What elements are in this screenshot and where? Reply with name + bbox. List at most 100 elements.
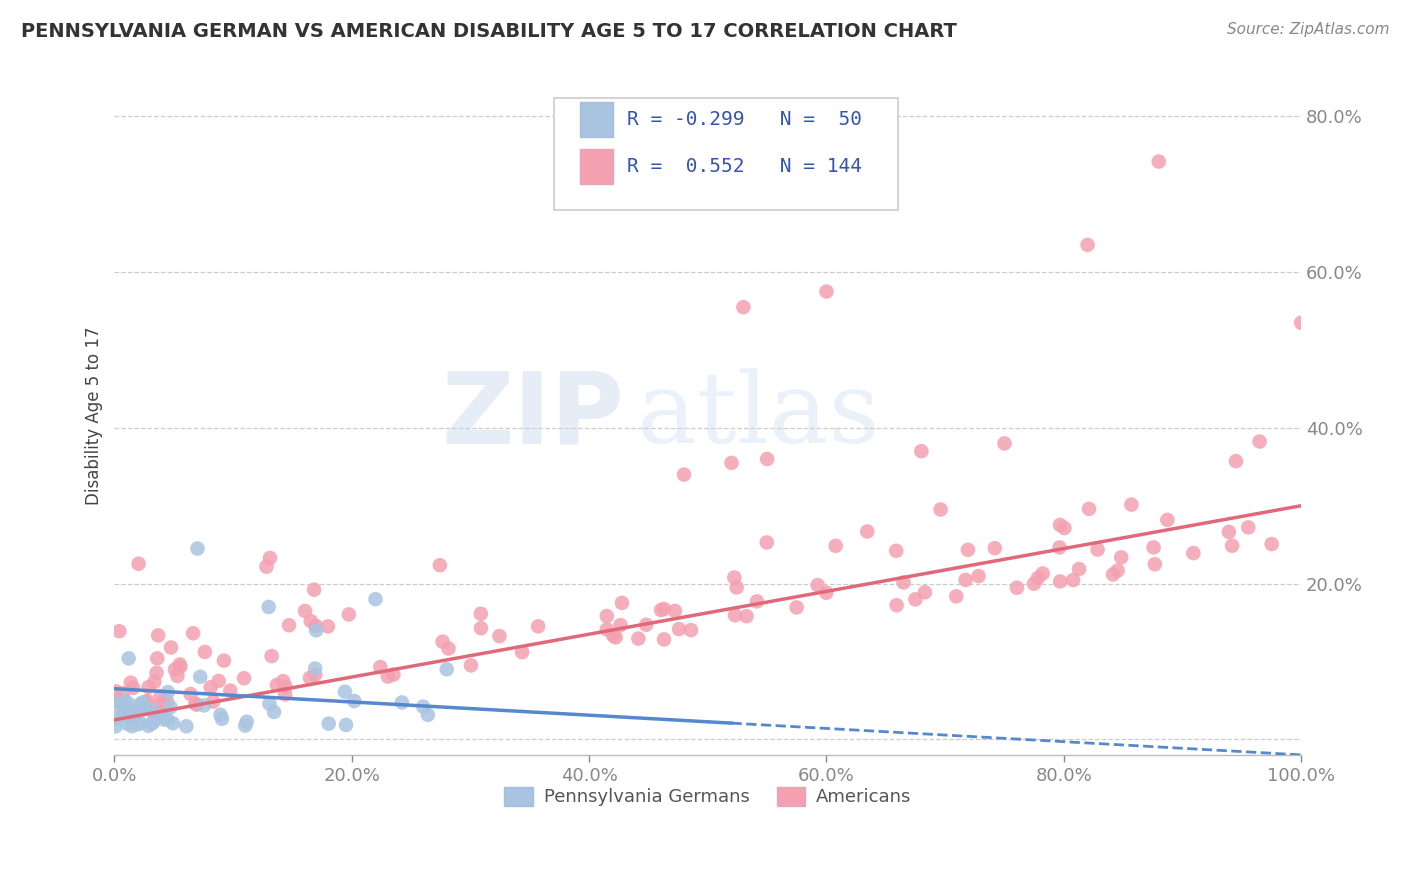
Point (141, 704, 163, 718)
Point (436, 662, 458, 676)
Point (146, 628, 169, 642)
Point (135, 702, 157, 716)
Point (893, 575, 915, 590)
Point (263, 705, 285, 719)
Point (673, 467, 696, 482)
Point (194, 645, 217, 659)
Point (735, 609, 758, 624)
Point (1107, 564, 1129, 578)
Point (146, 651, 169, 665)
Point (219, 683, 242, 698)
Legend: Pennsylvania Germans, Americans: Pennsylvania Germans, Americans (496, 780, 920, 814)
Point (128, 557, 150, 571)
Point (117, 702, 139, 716)
Point (111, 708, 134, 723)
Point (527, 619, 550, 633)
Point (259, 551, 281, 566)
Point (294, 604, 316, 618)
Point (786, 600, 808, 615)
Point (337, 607, 360, 622)
Point (146, 709, 169, 723)
Point (755, 535, 778, 549)
Text: Source: ZipAtlas.com: Source: ZipAtlas.com (1226, 22, 1389, 37)
Point (1049, 574, 1071, 589)
Point (609, 618, 631, 632)
Point (304, 667, 326, 681)
Point (652, 602, 675, 616)
FancyBboxPatch shape (579, 149, 613, 185)
Point (128, 715, 150, 730)
Point (1156, 513, 1178, 527)
Point (149, 690, 172, 704)
Point (432, 634, 454, 648)
Point (145, 665, 167, 680)
Point (1062, 573, 1084, 587)
Point (984, 541, 1007, 556)
Point (1121, 498, 1143, 512)
Point (723, 570, 745, 584)
Point (274, 680, 297, 694)
Point (257, 599, 280, 614)
Point (596, 623, 619, 637)
Point (460, 658, 482, 673)
Point (1182, 546, 1205, 560)
Text: R =  0.552   N = 144: R = 0.552 N = 144 (627, 157, 862, 177)
Point (382, 667, 405, 681)
Point (193, 698, 215, 713)
Point (143, 674, 166, 689)
Point (132, 699, 155, 714)
Point (1005, 581, 1028, 595)
Point (470, 621, 492, 635)
Point (1022, 576, 1045, 591)
Point (1218, 524, 1240, 539)
Point (335, 718, 357, 732)
Point (184, 697, 207, 711)
Point (302, 582, 325, 597)
Point (605, 631, 627, 645)
Point (211, 712, 233, 726)
Point (733, 300, 755, 314)
Point (596, 609, 619, 624)
Point (1109, 550, 1132, 565)
Text: atlas: atlas (637, 368, 879, 464)
Point (1237, 520, 1260, 534)
Point (929, 502, 952, 516)
Point (108, 624, 131, 639)
Point (105, 693, 128, 707)
Point (429, 558, 451, 573)
Point (162, 716, 184, 731)
Point (668, 622, 690, 636)
Point (142, 715, 165, 730)
Point (1053, 521, 1076, 535)
Point (156, 695, 179, 709)
Point (318, 716, 340, 731)
Point (488, 629, 510, 643)
Point (1147, 154, 1170, 169)
Point (856, 524, 879, 539)
Point (333, 684, 356, 698)
Point (304, 661, 326, 675)
Point (1032, 566, 1054, 581)
Point (120, 675, 142, 690)
Point (904, 592, 927, 607)
Point (136, 694, 159, 708)
Point (1142, 541, 1164, 555)
Point (756, 452, 779, 467)
Point (679, 623, 702, 637)
Point (212, 654, 235, 668)
Point (152, 704, 174, 718)
Point (129, 697, 152, 711)
Point (209, 707, 232, 722)
Point (955, 573, 977, 587)
Point (815, 586, 838, 600)
Point (233, 718, 256, 732)
Point (304, 618, 326, 632)
Point (945, 590, 967, 604)
Point (1102, 567, 1125, 582)
Point (127, 704, 149, 718)
Point (886, 599, 908, 613)
Point (993, 436, 1015, 450)
Point (110, 697, 132, 711)
Point (105, 698, 128, 712)
Point (200, 681, 222, 695)
